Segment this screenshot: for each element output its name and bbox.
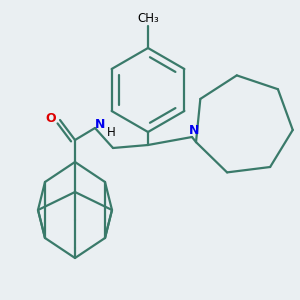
Text: H: H xyxy=(106,125,116,139)
Text: N: N xyxy=(95,118,105,131)
Text: CH₃: CH₃ xyxy=(137,11,159,25)
Text: N: N xyxy=(189,124,199,137)
Text: O: O xyxy=(46,112,56,124)
